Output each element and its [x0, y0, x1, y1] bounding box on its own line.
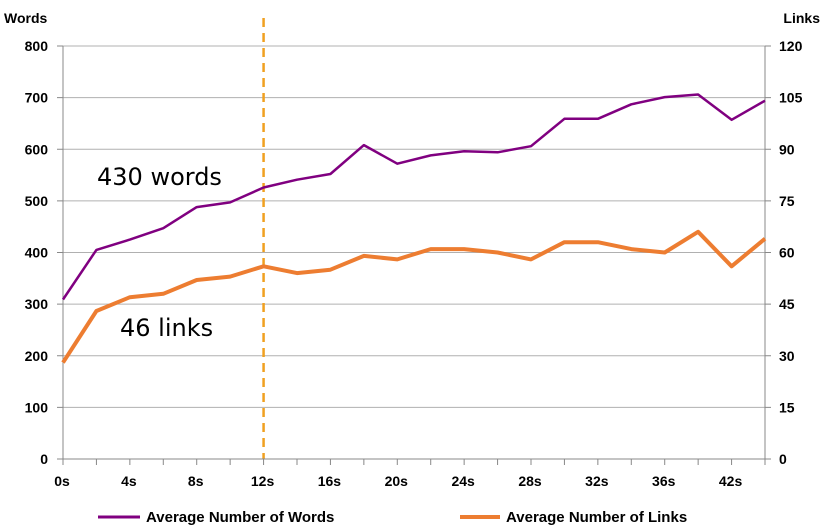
left-tick-label: 300	[25, 296, 49, 312]
right-tick-label: 30	[779, 348, 795, 364]
right-tick-label: 0	[779, 451, 787, 467]
left-tick-label: 700	[25, 90, 49, 106]
legend: Average Number of Words Average Number o…	[98, 509, 687, 526]
x-tick-label: 8s	[188, 473, 204, 489]
left-tick-label: 0	[40, 451, 48, 467]
annotation-links: 46 links	[120, 314, 213, 342]
left-tick-label: 100	[25, 399, 49, 415]
legend-label-words: Average Number of Words	[146, 509, 334, 526]
x-tick-label: 36s	[652, 473, 676, 489]
right-axis-title: Links	[783, 10, 820, 26]
series-lines	[61, 93, 767, 364]
left-axis-title: Words	[4, 10, 48, 26]
words-series-line	[61, 93, 766, 301]
right-tick-label: 90	[779, 141, 795, 157]
left-axis-ticks: 0 100 200 300 400 500 600 700 800	[25, 38, 63, 467]
right-tick-label: 45	[779, 296, 795, 312]
x-tick-label: 0s	[54, 473, 70, 489]
legend-label-links: Average Number of Links	[506, 509, 687, 526]
x-tick-label: 20s	[385, 473, 409, 489]
left-tick-label: 500	[25, 193, 49, 209]
right-tick-label: 15	[779, 399, 795, 415]
right-tick-label: 75	[779, 193, 795, 209]
gridlines	[63, 45, 765, 408]
x-tick-label: 12s	[251, 473, 275, 489]
x-axis-ticks: 0s 4s 8s 12s 16s 20s 24s 28s 32s 36s 42s	[54, 459, 766, 489]
right-axis-ticks: 0 15 30 45 60 75 90 105 120	[765, 38, 803, 467]
x-tick-label: 24s	[451, 473, 475, 489]
annotation-words: 430 words	[97, 163, 222, 191]
right-tick-label: 60	[779, 245, 795, 261]
x-tick-label: 42s	[719, 473, 743, 489]
left-tick-label: 600	[25, 141, 49, 157]
right-tick-label: 105	[779, 90, 803, 106]
links-series-line	[61, 229, 767, 364]
right-tick-label: 120	[779, 38, 803, 54]
x-tick-label: 16s	[318, 473, 342, 489]
x-tick-label: 4s	[121, 473, 137, 489]
x-tick-label: 28s	[518, 473, 542, 489]
left-tick-label: 800	[25, 38, 49, 54]
left-tick-label: 200	[25, 348, 49, 364]
left-tick-label: 400	[25, 245, 49, 261]
x-tick-label: 32s	[585, 473, 609, 489]
